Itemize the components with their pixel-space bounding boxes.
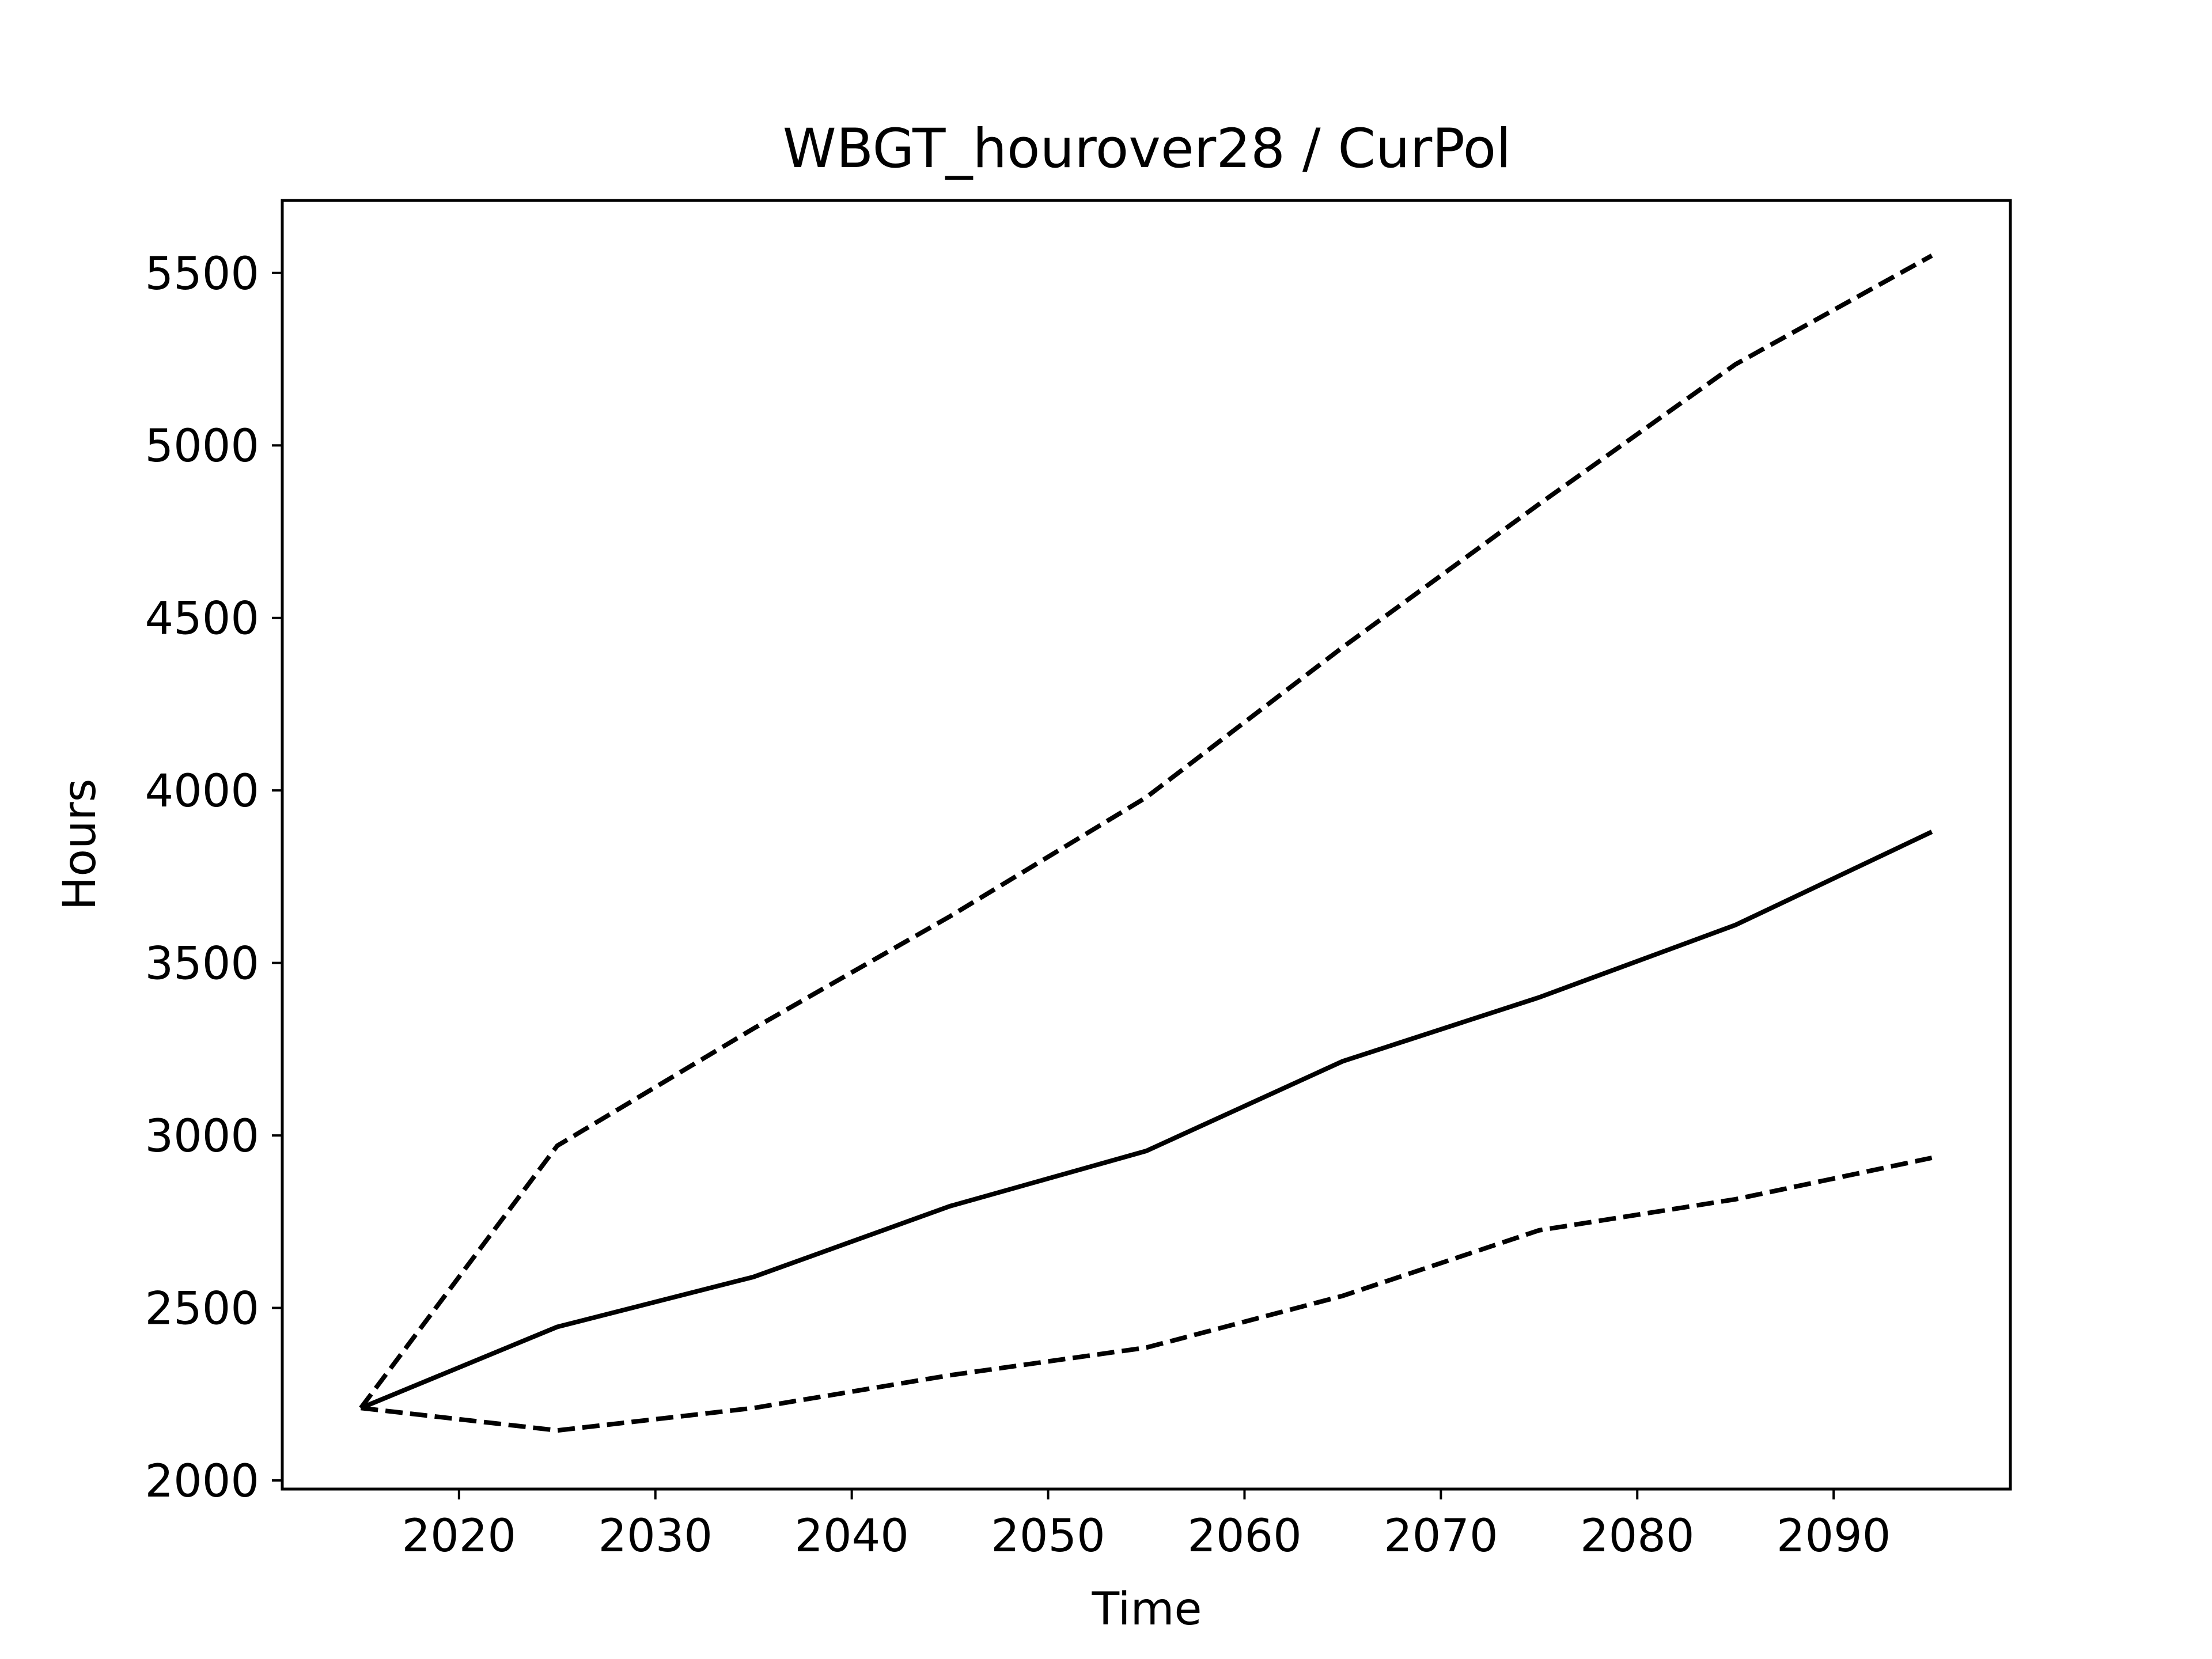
series-layer [359, 253, 1933, 1433]
y-tick-label: 5500 [145, 248, 259, 300]
y-axis-ticks: 2000 2500 3000 3500 4000 4500 5000 5500 [145, 248, 282, 1508]
plot-area-frame [281, 199, 2012, 1491]
x-axis-ticks: 2020 2030 2040 2050 2060 2070 2080 2090 [402, 1489, 1891, 1562]
x-tick-label: 2060 [1187, 1510, 1302, 1562]
series-line-3 [360, 1156, 1933, 1433]
x-tick-label: 2040 [794, 1510, 909, 1562]
x-axis-label: Time [1092, 1584, 1202, 1635]
x-tick-label: 2070 [1384, 1510, 1498, 1562]
y-tick-label: 4500 [145, 593, 259, 645]
x-tick-label: 2020 [402, 1510, 517, 1562]
x-tick-label: 2090 [1777, 1510, 1891, 1562]
x-tick-label: 2080 [1580, 1510, 1695, 1562]
series-line-2 [359, 253, 1933, 1410]
y-axis-label: Hours [54, 779, 106, 911]
y-tick-label: 4000 [145, 766, 259, 817]
y-tick-label: 3500 [145, 938, 259, 990]
y-tick-label: 2500 [145, 1283, 259, 1335]
series-line-1 [359, 830, 1933, 1410]
x-tick-label: 2030 [598, 1510, 713, 1562]
x-tick-label: 2050 [991, 1510, 1105, 1562]
y-tick-label: 2000 [145, 1456, 259, 1508]
y-tick-label: 5000 [145, 421, 259, 472]
y-tick-label: 3000 [145, 1111, 259, 1162]
chart-title: WBGT_hourover28 / CurPol [783, 118, 1511, 180]
